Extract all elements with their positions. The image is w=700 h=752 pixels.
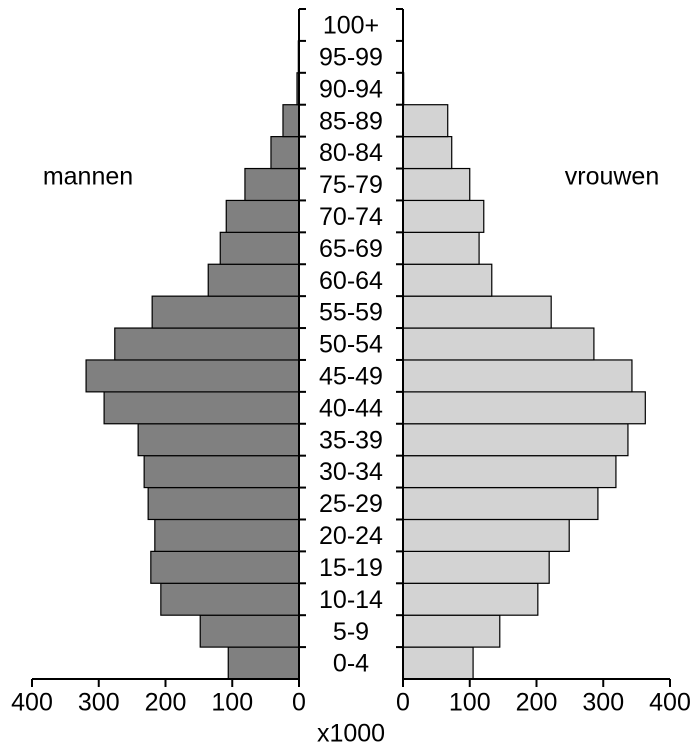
x-tick-label: 300 bbox=[78, 689, 120, 717]
x-axis-label: x1000 bbox=[317, 720, 385, 748]
bar bbox=[150, 550, 300, 584]
bar bbox=[114, 327, 300, 361]
category-label: 60-64 bbox=[319, 267, 383, 295]
bar bbox=[402, 327, 595, 361]
bar bbox=[402, 391, 646, 425]
bar bbox=[402, 295, 552, 329]
category-label: 50-54 bbox=[319, 331, 383, 359]
category-label: 5-9 bbox=[333, 618, 369, 646]
bar bbox=[225, 199, 300, 233]
bar bbox=[154, 518, 300, 552]
series-label: vrouwen bbox=[565, 163, 660, 191]
category-label: 15-19 bbox=[319, 554, 383, 582]
x-tick-label: 100 bbox=[449, 689, 491, 717]
category-label: 25-29 bbox=[319, 490, 383, 518]
bar bbox=[402, 136, 453, 170]
x-tick-label: 100 bbox=[211, 689, 253, 717]
bar bbox=[402, 614, 501, 648]
bar bbox=[402, 550, 550, 584]
category-label: 70-74 bbox=[319, 203, 383, 231]
bar bbox=[85, 359, 300, 393]
category-label: 100+ bbox=[323, 12, 379, 40]
bar bbox=[402, 518, 570, 552]
category-label: 85-89 bbox=[319, 107, 383, 135]
bar bbox=[402, 263, 493, 297]
category-label: 35-39 bbox=[319, 426, 383, 454]
x-tick-label: 400 bbox=[649, 689, 691, 717]
bar bbox=[402, 646, 474, 680]
category-label: 10-14 bbox=[319, 586, 383, 614]
category-label: 40-44 bbox=[319, 394, 383, 422]
bar bbox=[103, 391, 300, 425]
bar bbox=[219, 231, 300, 265]
bar bbox=[151, 295, 300, 329]
series-label: mannen bbox=[43, 163, 133, 191]
bar bbox=[244, 167, 300, 202]
bar bbox=[402, 167, 471, 202]
bar bbox=[402, 104, 449, 138]
category-label: 65-69 bbox=[319, 235, 383, 263]
x-tick-label: 200 bbox=[516, 689, 558, 717]
bar bbox=[199, 614, 300, 648]
category-label: 45-49 bbox=[319, 363, 383, 391]
category-label: 80-84 bbox=[319, 139, 383, 167]
bar bbox=[147, 486, 300, 521]
category-label: 20-24 bbox=[319, 522, 383, 550]
bar bbox=[270, 136, 300, 170]
category-label: 75-79 bbox=[319, 171, 383, 199]
bar bbox=[137, 423, 300, 457]
bar bbox=[402, 455, 617, 489]
bar bbox=[402, 582, 539, 616]
x-tick-label: 200 bbox=[145, 689, 187, 717]
bar bbox=[207, 263, 300, 297]
x-tick-label: 0 bbox=[292, 689, 306, 717]
category-label: 0-4 bbox=[333, 650, 369, 678]
category-label: 95-99 bbox=[319, 43, 383, 71]
bar bbox=[402, 359, 633, 393]
x-tick-label: 300 bbox=[582, 689, 624, 717]
category-label: 55-59 bbox=[319, 299, 383, 327]
bar bbox=[160, 582, 300, 616]
bar bbox=[402, 423, 629, 457]
bar bbox=[402, 231, 480, 265]
bar bbox=[282, 104, 300, 138]
category-label: 30-34 bbox=[319, 458, 383, 486]
bar bbox=[402, 486, 599, 521]
bar bbox=[143, 455, 300, 489]
bar bbox=[227, 646, 300, 680]
x-tick-label: 400 bbox=[11, 689, 53, 717]
bar bbox=[402, 199, 485, 233]
category-label: 90-94 bbox=[319, 75, 383, 103]
x-tick-label: 0 bbox=[396, 689, 410, 717]
